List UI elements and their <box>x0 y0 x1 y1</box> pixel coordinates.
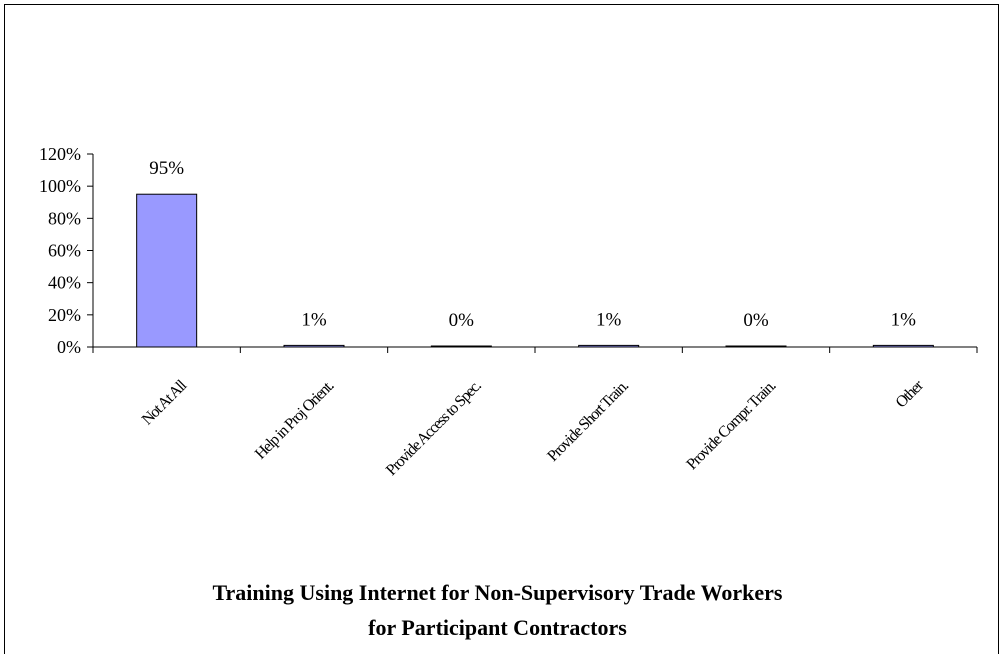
chart-title-line1: Training Using Internet for Non-Supervis… <box>212 580 783 605</box>
y-tick-label: 80% <box>48 208 81 228</box>
y-tick-label: 100% <box>39 176 81 196</box>
bar <box>430 345 492 348</box>
data-label: 1% <box>891 309 917 330</box>
category-label: Provide Access to Spec. <box>383 378 484 479</box>
bar <box>872 344 934 348</box>
category-label: Not At All <box>139 377 191 429</box>
data-label: 0% <box>743 310 769 331</box>
y-tick-label: 20% <box>48 305 81 325</box>
y-tick-label: 60% <box>48 241 81 261</box>
category-label: Provide Short Train. <box>544 378 631 465</box>
category-label: Provide Compr. Train. <box>683 378 779 474</box>
y-tick-label: 0% <box>57 337 81 357</box>
category-label: Other <box>893 376 928 411</box>
bar <box>283 344 345 348</box>
data-label: 1% <box>301 309 327 330</box>
category-label: Help in Proj Orient. <box>252 378 337 463</box>
bar <box>578 344 640 348</box>
data-label: 95% <box>149 158 184 179</box>
bar <box>136 193 198 348</box>
y-tick-label: 120% <box>39 144 81 164</box>
data-label: 0% <box>449 310 475 331</box>
y-tick-label: 40% <box>48 273 81 293</box>
chart-title-line2: for Participant Contractors <box>368 615 627 640</box>
data-label: 1% <box>596 309 622 330</box>
bar <box>725 345 787 348</box>
